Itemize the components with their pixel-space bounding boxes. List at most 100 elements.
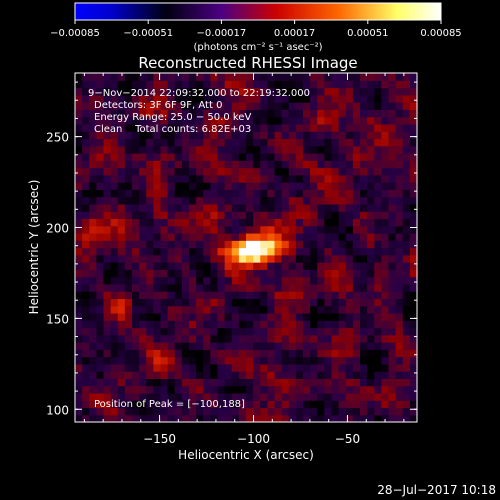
heatmap-cell	[231, 371, 240, 379]
heatmap-cell	[260, 363, 268, 372]
footer-timestamp: 28−Jul−2017 10:18	[377, 483, 496, 497]
heatmap-cell	[96, 80, 105, 89]
heatmap-cell	[324, 87, 333, 96]
heatmap-cell	[246, 152, 254, 161]
heatmap-cell	[288, 320, 297, 329]
y-tick-label: 200	[46, 222, 69, 236]
heatmap-cell	[274, 276, 283, 285]
heatmap-cell	[260, 320, 268, 329]
heatmap-cell	[82, 196, 90, 205]
heatmap-cell	[132, 363, 140, 372]
heatmap-cell	[381, 203, 390, 212]
heatmap-cell	[196, 131, 204, 140]
heatmap-cell	[103, 342, 112, 350]
heatmap-cell	[224, 407, 233, 416]
heatmap-cell	[246, 400, 254, 409]
heatmap-cell	[388, 211, 397, 220]
heatmap-cell	[189, 87, 197, 96]
heatmap-cell	[253, 312, 261, 321]
heatmap-cell	[303, 283, 311, 292]
heatmap-cell	[174, 152, 183, 161]
heatmap-cell	[174, 109, 183, 118]
heatmap-cell	[167, 298, 176, 307]
heatmap-cell	[117, 276, 126, 285]
heatmap-cell	[388, 247, 397, 256]
heatmap-cell	[288, 349, 297, 358]
heatmap-cell	[381, 218, 390, 227]
heatmap-cell	[395, 283, 404, 292]
heatmap-cell	[360, 276, 368, 285]
heatmap-cell	[89, 407, 97, 416]
heatmap-cell	[253, 342, 261, 350]
heatmap-cell	[402, 276, 411, 285]
heatmap-cell	[224, 378, 233, 387]
heatmap-cell	[132, 371, 140, 379]
heatmap-cell	[217, 174, 226, 183]
heatmap-cell	[110, 80, 119, 89]
heatmap-cell	[124, 138, 133, 147]
heatmap-cell	[103, 305, 112, 314]
heatmap-cell	[203, 116, 211, 125]
heatmap-cell	[303, 218, 311, 227]
heatmap-cell	[310, 363, 318, 372]
heatmap-cell	[253, 392, 261, 401]
heatmap-cell	[260, 203, 268, 212]
heatmap-cell	[246, 378, 254, 387]
heatmap-cell	[238, 102, 247, 110]
heatmap-cell	[231, 254, 240, 263]
heatmap-cell	[75, 334, 83, 343]
heatmap-cell	[231, 320, 240, 329]
heatmap-cell	[374, 232, 382, 241]
heatmap-cell	[267, 189, 276, 198]
heatmap-cell	[103, 240, 112, 249]
heatmap-cell	[132, 80, 140, 89]
heatmap-cell	[395, 109, 404, 118]
heatmap-cell	[132, 262, 140, 270]
heatmap-cell	[132, 167, 140, 176]
heatmap-cell	[160, 334, 169, 343]
heatmap-cell	[224, 160, 233, 169]
heatmap-cell	[374, 298, 382, 307]
heatmap-cell	[324, 73, 333, 81]
heatmap-cell	[324, 167, 333, 176]
heatmap-cell	[82, 160, 90, 169]
heatmap-cell	[274, 385, 283, 394]
heatmap-cell	[395, 102, 404, 110]
heatmap-cell	[388, 305, 397, 314]
heatmap-cell	[288, 152, 297, 161]
heatmap-cell	[395, 152, 404, 161]
heatmap-cell	[246, 291, 254, 299]
heatmap-cell	[153, 400, 162, 409]
heatmap-cell	[260, 218, 268, 227]
heatmap-cell	[345, 102, 354, 110]
heatmap-cell	[295, 247, 304, 256]
heatmap-cell	[374, 305, 382, 314]
heatmap-cell	[253, 363, 261, 372]
heatmap-cell	[352, 145, 361, 154]
heatmap-cell	[124, 400, 133, 409]
x-tick-label: −150	[143, 432, 176, 446]
heatmap-cell	[295, 283, 304, 292]
heatmap-cell	[388, 334, 397, 343]
heatmap-cell	[352, 203, 361, 212]
heatmap-cell	[89, 80, 97, 89]
heatmap-cell	[224, 247, 233, 256]
heatmap-cell	[124, 189, 133, 198]
heatmap-cell	[260, 356, 268, 365]
heatmap-cell	[224, 225, 233, 234]
heatmap-cell	[352, 371, 361, 379]
heatmap-cell	[288, 167, 297, 176]
heatmap-cell	[338, 152, 347, 161]
heatmap-cell	[381, 262, 390, 270]
heatmap-cell	[409, 123, 417, 132]
heatmap-cell	[75, 160, 83, 169]
heatmap-cell	[274, 363, 283, 372]
heatmap-cell	[189, 247, 197, 256]
heatmap-cell	[253, 414, 261, 422]
heatmap-cell	[160, 392, 169, 401]
heatmap-cell	[388, 327, 397, 336]
heatmap-cell	[345, 363, 354, 372]
heatmap-cell	[196, 189, 204, 198]
heatmap-cell	[146, 269, 154, 278]
heatmap-cell	[224, 262, 233, 270]
